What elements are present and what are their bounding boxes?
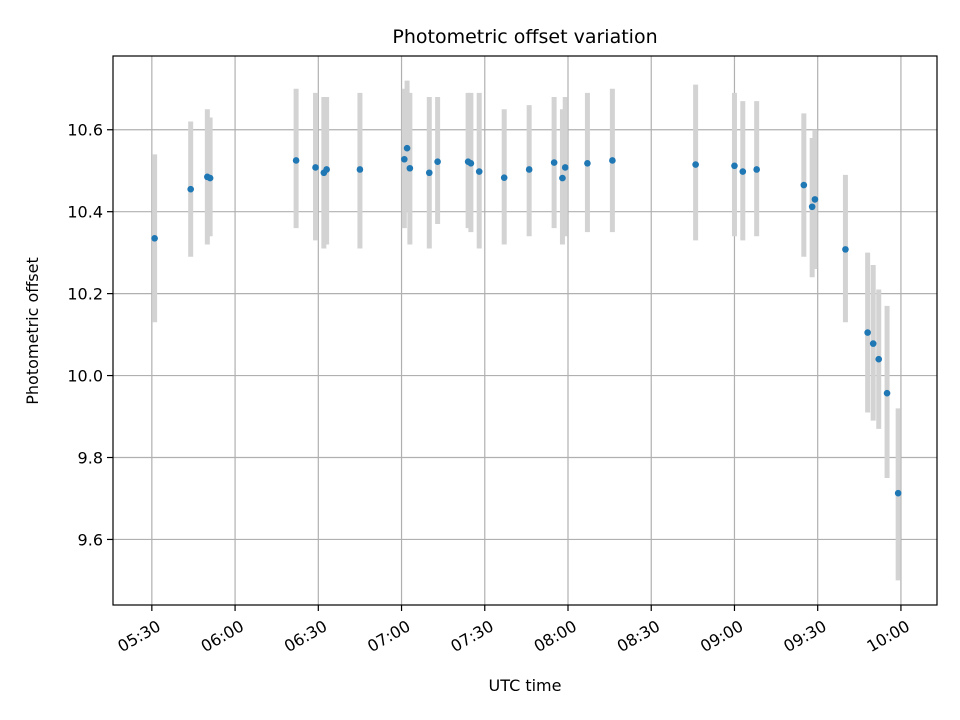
data-point [356, 166, 364, 173]
data-point [609, 157, 616, 164]
data-point [561, 164, 569, 171]
chart-title: Photometric offset variation [392, 26, 657, 48]
data-point [434, 158, 441, 166]
data-point [206, 174, 214, 182]
data-point [323, 166, 330, 173]
data-point [731, 162, 738, 170]
data-point [811, 196, 819, 203]
data-point [187, 185, 194, 193]
x-axis-title: UTC time [489, 676, 562, 695]
data-point [739, 168, 747, 175]
data-point [550, 159, 558, 166]
data-point [500, 174, 508, 181]
y-tick-label: 10.0 [67, 367, 103, 386]
data-point [467, 160, 475, 167]
data-point [403, 144, 411, 152]
plot-frame [112, 55, 938, 606]
data-point [584, 160, 591, 167]
data-point [800, 181, 808, 189]
data-point [753, 166, 760, 173]
point-layer [151, 144, 902, 497]
data-point [312, 164, 319, 171]
data-point [406, 164, 414, 172]
y-tick-label: 9.8 [78, 449, 103, 468]
data-point [525, 166, 533, 173]
data-point [401, 155, 408, 163]
y-tick-label: 10.4 [67, 203, 103, 222]
data-point [425, 169, 433, 177]
data-point [875, 355, 883, 363]
data-point [894, 489, 902, 497]
data-point [883, 389, 891, 397]
y-tick-label: 10.6 [67, 121, 103, 140]
data-point [808, 203, 816, 211]
data-point [151, 235, 158, 242]
data-point [559, 174, 566, 182]
y-tick-label: 10.2 [67, 285, 103, 304]
y-axis-title: Photometric offset [23, 257, 42, 405]
data-point [475, 168, 483, 175]
data-point [864, 329, 871, 336]
data-point [869, 340, 877, 347]
data-point [292, 157, 300, 164]
data-point [842, 246, 849, 253]
data-point [692, 161, 699, 168]
y-tick-label: 9.6 [78, 530, 103, 549]
